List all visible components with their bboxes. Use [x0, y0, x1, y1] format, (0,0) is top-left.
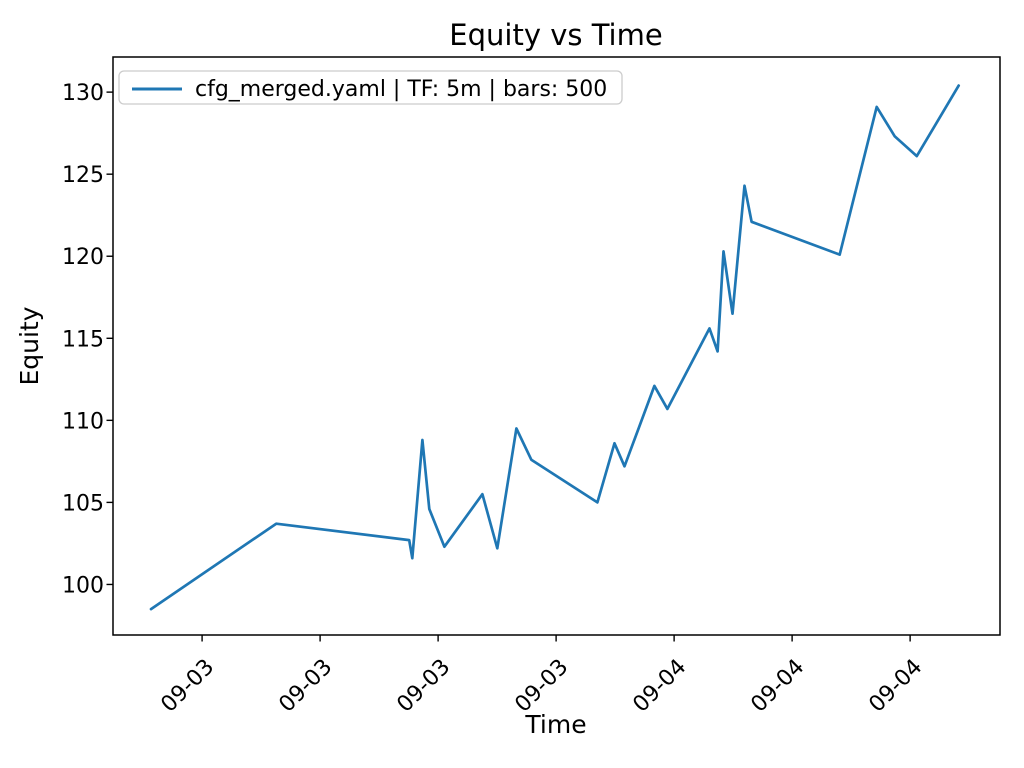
- y-tick-label: 125: [62, 163, 104, 188]
- y-axis-label: Equity: [15, 306, 44, 385]
- legend-box: [118, 70, 623, 105]
- x-tick-label: 09-04: [864, 655, 927, 718]
- x-axis-ticks: 09-03 09-03 09-03 09-03 09-04 09-04 09-04: [156, 635, 927, 717]
- y-tick-label: 130: [62, 81, 104, 106]
- equity-line-series: [149, 84, 961, 611]
- x-tick-label: 09-04: [628, 655, 691, 718]
- x-tick-label: 09-04: [746, 655, 809, 718]
- legend-label: cfg_merged.yaml | TF: 5m | bars: 500: [195, 77, 607, 102]
- x-tick-label: 09-03: [274, 655, 337, 718]
- legend: cfg_merged.yaml | TF: 5m | bars: 500: [118, 70, 623, 105]
- y-tick-label: 120: [62, 245, 104, 270]
- x-tick-label: 09-03: [392, 655, 455, 718]
- y-tick-label: 100: [62, 573, 104, 598]
- x-tick-label: 09-03: [510, 655, 573, 718]
- y-tick-label: 105: [62, 491, 104, 516]
- chart-title: Equity vs Time: [449, 18, 662, 52]
- x-tick-label: 09-03: [156, 655, 219, 718]
- x-axis-label: Time: [524, 710, 586, 739]
- y-tick-label: 110: [62, 409, 104, 434]
- y-tick-label: 115: [62, 327, 104, 352]
- y-axis-ticks: 100 105 110 115 120 125 130: [62, 81, 113, 598]
